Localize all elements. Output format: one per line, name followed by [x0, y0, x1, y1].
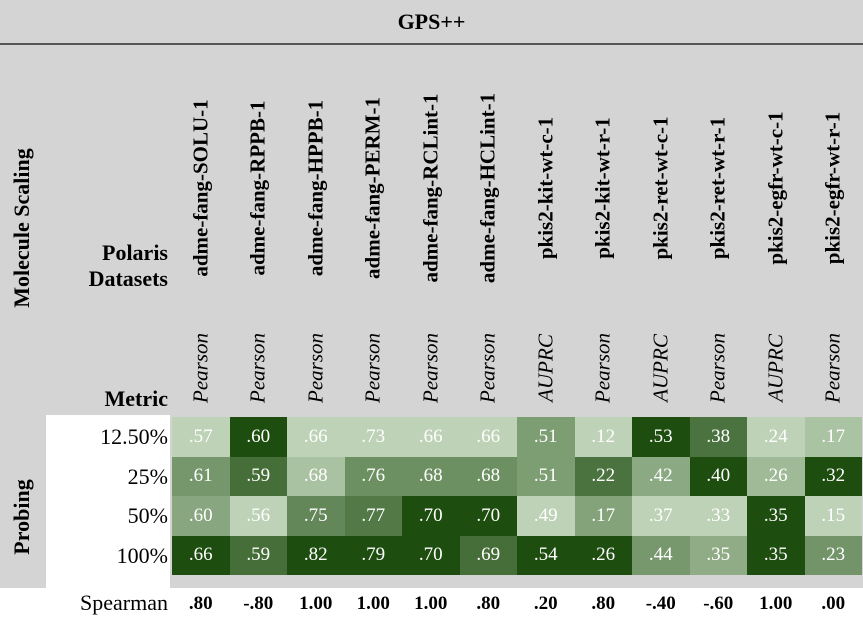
column-header: pkis2-egfr-wt-c-1: [763, 111, 788, 265]
spearman-value: .20: [533, 593, 558, 614]
heatmap-cell: .61: [172, 456, 230, 496]
heatmap-cell: .42: [632, 456, 690, 496]
heatmap-cell: .17: [804, 417, 862, 457]
heatmap-cell: .35: [689, 535, 747, 575]
row-label: 50%: [127, 503, 168, 528]
row-label: 12.50%: [100, 424, 168, 449]
heatmap-cell: .40: [689, 456, 747, 496]
probing-label: Probing: [9, 479, 34, 555]
column-metric: Pearson: [418, 333, 443, 403]
heatmap-cell: .75: [287, 496, 345, 536]
heatmap-cell: .70: [459, 496, 517, 536]
heatmap-cell: .15: [804, 496, 862, 536]
title-rule: [0, 43, 863, 45]
heatmap-cell: .60: [172, 496, 230, 536]
heatmap-cell: .32: [804, 456, 862, 496]
spearman-value: .80: [591, 593, 616, 614]
heatmap-cell: .68: [287, 456, 345, 496]
spearman-value: .80: [188, 593, 213, 614]
heatmap-cell: .73: [344, 417, 402, 457]
heatmap-cell: .51: [517, 417, 575, 457]
heatmap-cell: .66: [287, 417, 345, 457]
row-label: 25%: [127, 463, 168, 489]
heatmap-cell: .66: [172, 535, 230, 575]
heatmap-cell: .60: [229, 417, 287, 457]
column-metric: Pearson: [245, 333, 270, 403]
column-header: adme-fang-SOLU-1: [188, 99, 213, 277]
heatmap-cell: .70: [402, 496, 460, 536]
heatmap-cell: .23: [804, 535, 862, 575]
column-header: pkis2-kit-wt-c-1: [533, 116, 558, 260]
heatmap-cell: .59: [229, 535, 287, 575]
metric-label: Metric: [104, 386, 169, 411]
column-header: adme-fang-HCLint-1: [475, 92, 500, 284]
column-metric: Pearson: [705, 333, 730, 403]
spearman-value: .00: [821, 593, 846, 614]
spearman-value: 1.00: [414, 593, 448, 614]
heatmap-cell: .68: [459, 456, 517, 496]
column-metric: Pearson: [303, 333, 328, 403]
column-metric: Pearson: [475, 333, 500, 403]
heatmap-cell: .70: [402, 535, 460, 575]
spearman-value: 1.00: [356, 593, 390, 614]
datasets-label: Polaris Datasets: [89, 240, 168, 292]
column-header: adme-fang-HPPB-1: [303, 99, 328, 277]
heatmap-cell: .76: [344, 456, 402, 496]
heatmap-cell: .38: [689, 417, 747, 457]
heatmap-cell: .44: [632, 535, 690, 575]
column-header: adme-fang-RPPB-1: [245, 100, 270, 276]
column-header: adme-fang-RCLint-1: [418, 93, 443, 283]
heatmap-cell: .17: [574, 496, 632, 536]
spearman-value: -.40: [645, 593, 676, 614]
heatmap-cell: .37: [632, 496, 690, 536]
column-metric: AUPRC: [533, 334, 558, 402]
column-header: pkis2-egfr-wt-r-1: [820, 111, 845, 265]
spearman-value: 1.00: [299, 593, 333, 614]
heatmap-cell: .12: [574, 417, 632, 457]
heatmap-cell: .22: [574, 456, 632, 496]
row-label: 100%: [116, 542, 168, 568]
heatmap-cell: .57: [172, 417, 230, 457]
heatmap-cell: .33: [689, 496, 747, 536]
heatmap-cell: .69: [459, 535, 517, 575]
heatmap-cell: .49: [517, 496, 575, 536]
spearman-band: [0, 588, 863, 624]
column-metric: Pearson: [590, 333, 615, 403]
heatmap-cell: .56: [229, 496, 287, 536]
heatmap-cell: .26: [574, 535, 632, 575]
heatmap-cell: .26: [747, 456, 805, 496]
heatmap-cell: .54: [517, 535, 575, 575]
heatmap-cell: .66: [402, 417, 460, 457]
heatmap-cell: .53: [632, 417, 690, 457]
column-header: adme-fang-PERM-1: [360, 97, 385, 279]
column-metric: AUPRC: [763, 334, 788, 402]
heatmap-cell: .82: [287, 535, 345, 575]
heatmap-cell: .79: [344, 535, 402, 575]
spearman-value: .80: [476, 593, 501, 614]
column-header: pkis2-ret-wt-c-1: [648, 116, 673, 260]
heatmap-cell: .51: [517, 456, 575, 496]
spearman-value: 1.00: [759, 593, 793, 614]
column-metric: Pearson: [188, 333, 213, 403]
heatmap-cell: .24: [747, 417, 805, 457]
heatmap-cell: .77: [344, 496, 402, 536]
datasets-label-line1: Polaris: [102, 240, 168, 265]
molecule-scaling-label: Molecule Scaling: [9, 148, 34, 308]
spearman-label: Spearman: [80, 590, 168, 615]
heatmap-cell: .35: [747, 535, 805, 575]
column-header: pkis2-kit-wt-r-1: [590, 117, 615, 259]
column-metric: Pearson: [360, 333, 385, 403]
column-metric: AUPRC: [648, 334, 673, 402]
heatmap-cell: .66: [459, 417, 517, 457]
column-header: pkis2-ret-wt-r-1: [705, 116, 730, 260]
datasets-label-line2: Datasets: [88, 266, 168, 291]
spearman-value: -.80: [243, 593, 274, 614]
spearman-value: -.60: [703, 593, 734, 614]
column-metric: Pearson: [820, 333, 845, 403]
chart-title: GPS++: [397, 9, 466, 34]
heatmap-cell: .35: [747, 496, 805, 536]
heatmap-cell: .68: [402, 456, 460, 496]
heatmap-cell: .59: [229, 456, 287, 496]
